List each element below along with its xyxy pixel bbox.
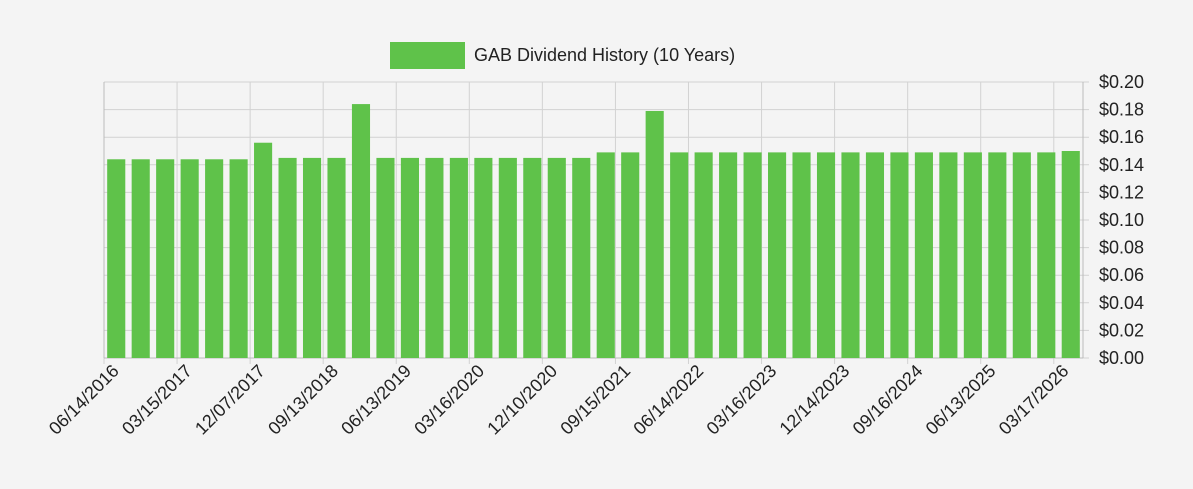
dividend-bar xyxy=(376,157,395,358)
y-tick-label: $0.06 xyxy=(1099,265,1144,285)
dividend-bar xyxy=(988,152,1007,358)
dividend-bar xyxy=(572,157,591,358)
x-tick-label: 03/16/2023 xyxy=(703,361,781,439)
dividend-bar xyxy=(302,157,322,358)
dividend-bar xyxy=(841,152,860,358)
dividend-bar xyxy=(670,152,689,358)
dividend-bar xyxy=(327,157,346,358)
x-tick-label: 09/13/2018 xyxy=(264,361,342,439)
dividend-bar xyxy=(278,157,297,358)
x-tick-label: 03/15/2017 xyxy=(118,361,196,439)
legend-label: GAB Dividend History (10 Years) xyxy=(474,45,736,65)
dividend-bar xyxy=(719,152,738,358)
y-tick-label: $0.10 xyxy=(1099,210,1144,230)
dividend-bar xyxy=(743,152,762,358)
x-tick-label: 12/14/2023 xyxy=(776,361,854,439)
dividend-bar xyxy=(890,152,909,358)
dividend-bar xyxy=(156,159,175,358)
dividend-bar xyxy=(694,152,713,358)
x-tick-label: 12/07/2017 xyxy=(191,361,269,439)
dividend-bar xyxy=(547,157,566,358)
x-tick-label: 09/15/2021 xyxy=(556,361,634,439)
y-tick-label: $0.18 xyxy=(1099,100,1144,120)
dividend-bar xyxy=(449,157,468,358)
dividend-bar xyxy=(645,110,664,358)
dividend-bar xyxy=(768,152,787,358)
dividend-bar xyxy=(1061,151,1080,358)
dividend-bar xyxy=(816,152,836,358)
y-tick-label: $0.08 xyxy=(1099,238,1144,258)
dividend-bar xyxy=(792,152,811,358)
x-tick-label: 06/14/2022 xyxy=(629,361,707,439)
dividend-bar xyxy=(400,157,419,358)
y-tick-label: $0.20 xyxy=(1099,72,1144,92)
y-tick-label: $0.14 xyxy=(1099,155,1144,175)
y-tick-label: $0.02 xyxy=(1099,320,1144,340)
legend-swatch xyxy=(390,42,465,69)
dividend-bar xyxy=(107,159,126,358)
dividend-bar xyxy=(474,157,493,358)
dividend-bar xyxy=(914,152,933,358)
dividend-bar xyxy=(229,159,248,358)
dividend-bar xyxy=(205,159,224,358)
x-tick-label: 06/14/2016 xyxy=(45,361,123,439)
x-tick-label: 12/10/2020 xyxy=(483,361,561,439)
dividend-bar xyxy=(596,152,615,358)
y-tick-label: $0.16 xyxy=(1099,127,1144,147)
y-tick-label: $0.12 xyxy=(1099,182,1144,202)
chart-legend[interactable]: GAB Dividend History (10 Years) xyxy=(390,42,735,69)
dividend-bar xyxy=(939,152,958,358)
x-tick-label: 06/13/2025 xyxy=(922,361,1000,439)
dividend-bar xyxy=(865,152,885,358)
dividend-bar xyxy=(425,157,444,358)
dividend-bar xyxy=(1037,152,1056,358)
dividend-bar xyxy=(1012,152,1031,358)
x-tick-label: 06/13/2019 xyxy=(337,361,415,439)
dividend-bar xyxy=(621,152,640,358)
x-tick-label: 09/16/2024 xyxy=(849,361,927,439)
dividend-bar xyxy=(351,104,371,358)
dividend-bar xyxy=(254,142,273,358)
x-tick-label: 03/16/2020 xyxy=(410,361,488,439)
y-tick-label: $0.04 xyxy=(1099,293,1144,313)
dividend-bar xyxy=(498,157,517,358)
y-tick-label: $0.00 xyxy=(1099,348,1144,368)
dividend-bar xyxy=(131,159,150,358)
dividend-bar xyxy=(523,157,542,358)
dividend-bar xyxy=(963,152,982,358)
dividend-bar xyxy=(180,159,199,358)
x-tick-label: 03/17/2026 xyxy=(995,361,1073,439)
